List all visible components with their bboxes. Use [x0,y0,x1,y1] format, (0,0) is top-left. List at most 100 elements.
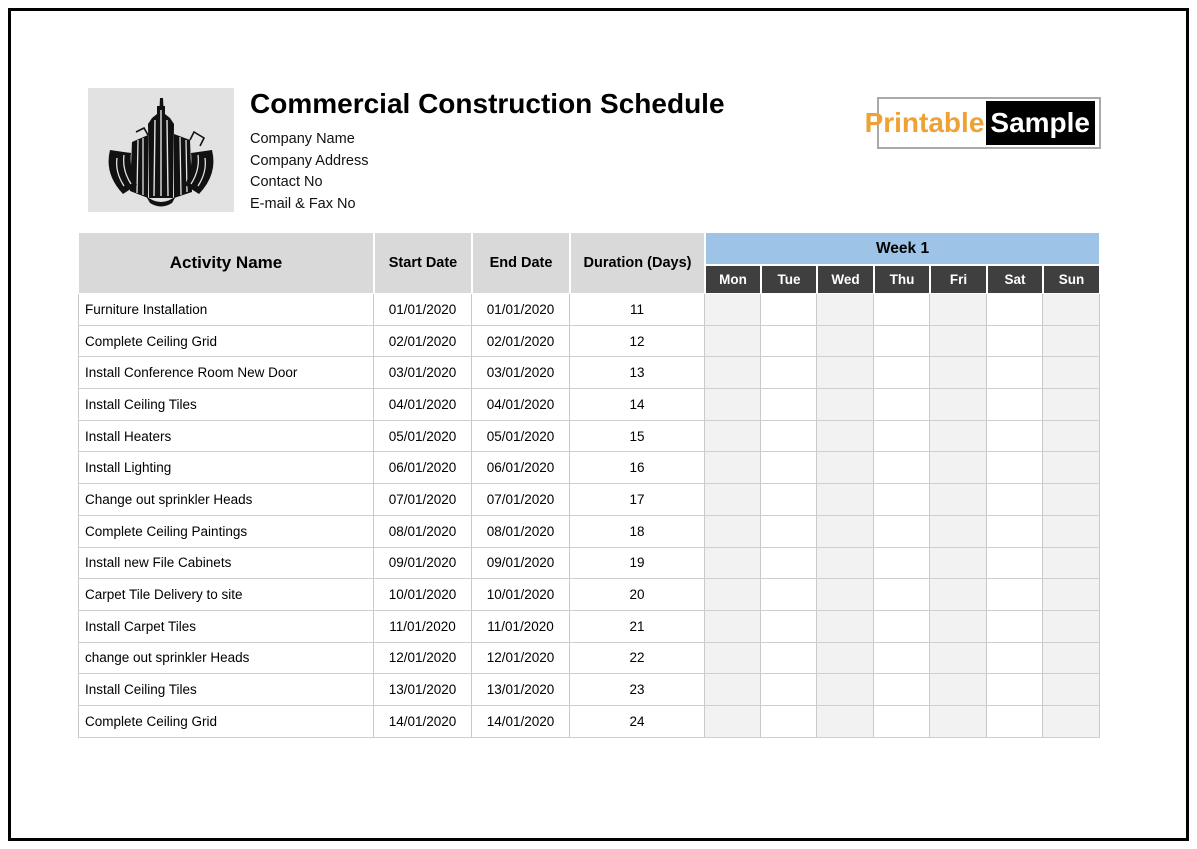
start-date-cell: 08/01/2020 [374,515,472,548]
end-date-cell: 08/01/2020 [472,515,570,548]
day-grid-cell-sat [987,610,1043,643]
day-grid-cell-sun [1043,579,1101,611]
day-grid-cell-fri [930,515,987,548]
duration-cell: 17 [570,484,705,516]
day-grid-cell-sun [1043,674,1101,706]
day-grid-cell-sun [1043,642,1101,675]
day-header-sun: Sun [1043,265,1101,294]
brand-text-printable: Printable [864,107,985,138]
day-grid-cell-fri [930,325,987,358]
end-date-cell: 12/01/2020 [472,642,570,675]
column-header-start-date: Start Date [374,232,472,294]
start-date-cell: 06/01/2020 [374,452,472,485]
company-contact: Contact No [250,174,323,190]
schedule-body: Furniture Installation 01/01/2020 01/01/20… [78,294,1101,738]
day-grid-cell-sun [1043,705,1101,738]
start-date-cell: 14/01/2020 [374,705,472,738]
day-grid-cell-mon [705,325,761,358]
day-grid-cell-thu [874,325,930,358]
start-date-cell: 02/01/2020 [374,325,472,358]
start-date-cell: 09/01/2020 [374,547,472,580]
table-row: Complete Ceiling Paintings 08/01/2020 08/0… [78,515,1101,548]
day-grid-cell-sun [1043,325,1101,358]
end-date-cell: 11/01/2020 [472,610,570,643]
page-title: Commercial Construction Schedule [250,88,725,119]
end-date-cell: 03/01/2020 [472,357,570,390]
table-row: Install Lighting 06/01/2020 06/01/2020 16 [78,452,1101,485]
day-grid-cell-wed [817,705,874,738]
day-grid-cell-wed [817,674,874,706]
table-row: Install Ceiling Tiles 04/01/2020 04/01/202… [78,389,1101,421]
duration-cell: 21 [570,610,705,643]
day-grid-cell-tue [761,610,817,643]
city-buildings-icon [88,88,234,212]
day-grid-cell-tue [761,515,817,548]
activity-cell: Install Ceiling Tiles [78,389,374,421]
end-date-cell: 04/01/2020 [472,389,570,421]
day-grid-cell-thu [874,357,930,390]
day-grid-cell-sat [987,389,1043,421]
day-grid-cell-thu [874,674,930,706]
day-grid-cell-sun [1043,389,1101,421]
day-grid-cell-wed [817,484,874,516]
duration-cell: 19 [570,547,705,580]
day-grid-cell-sat [987,674,1043,706]
duration-cell: 22 [570,642,705,675]
day-grid-cell-fri [930,547,987,580]
day-header-mon: Mon [705,265,761,294]
company-name: Company Name [250,131,355,147]
activity-cell: Install Heaters [78,420,374,453]
header-block: Commercial Construction Schedule Company… [250,88,850,215]
day-grid-cell-sat [987,294,1043,326]
day-grid-cell-wed [817,515,874,548]
day-grid-cell-sun [1043,452,1101,485]
activity-cell: Install Conference Room New Door [78,357,374,390]
day-grid-cell-wed [817,579,874,611]
day-grid-cell-wed [817,325,874,358]
day-grid-cell-sun [1043,294,1101,326]
table-row: Complete Ceiling Grid 14/01/2020 14/01/202… [78,705,1101,738]
day-grid-cell-wed [817,389,874,421]
day-grid-cell-wed [817,420,874,453]
day-grid-cell-sat [987,420,1043,453]
day-grid-cell-tue [761,325,817,358]
activity-cell: Furniture Installation [78,294,374,326]
activity-cell: change out sprinkler Heads [78,642,374,675]
schedule-table: Activity Name Start Date End Date Durati… [78,232,1101,738]
day-grid-cell-fri [930,674,987,706]
day-grid-cell-sun [1043,610,1101,643]
duration-cell: 12 [570,325,705,358]
day-grid-cell-sat [987,579,1043,611]
day-grid-cell-thu [874,420,930,453]
duration-cell: 24 [570,705,705,738]
day-header-tue: Tue [761,265,817,294]
day-grid-cell-fri [930,642,987,675]
day-grid-cell-tue [761,642,817,675]
company-logo [88,88,234,212]
duration-cell: 14 [570,389,705,421]
day-grid-cell-sat [987,515,1043,548]
day-grid-cell-mon [705,515,761,548]
activity-cell: Complete Ceiling Grid [78,325,374,358]
day-grid-cell-thu [874,610,930,643]
activity-cell: Change out sprinkler Heads [78,484,374,516]
table-row: Install Carpet Tiles 11/01/2020 11/01/2020… [78,610,1101,643]
day-grid-cell-fri [930,452,987,485]
day-grid-cell-tue [761,420,817,453]
day-grid-cell-tue [761,547,817,580]
day-grid-cell-sat [987,357,1043,390]
start-date-cell: 05/01/2020 [374,420,472,453]
day-grid-cell-thu [874,579,930,611]
day-grid-cell-fri [930,294,987,326]
day-grid-cell-sat [987,484,1043,516]
header-row-1: Activity Name Start Date End Date Durati… [78,232,1101,294]
day-grid-cell-fri [930,389,987,421]
day-grid-cell-mon [705,674,761,706]
day-grid-cell-mon [705,579,761,611]
day-grid-cell-mon [705,389,761,421]
day-grid-cell-sun [1043,420,1101,453]
end-date-cell: 02/01/2020 [472,325,570,358]
column-header-activity: Activity Name [78,232,374,294]
day-grid-cell-sat [987,325,1043,358]
table-row: Complete Ceiling Grid 02/01/2020 02/01/202… [78,325,1101,358]
